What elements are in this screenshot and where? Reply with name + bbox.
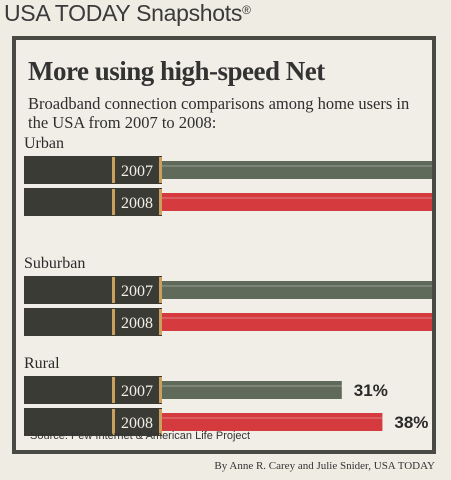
cable-2007-0 [24,156,116,184]
plug-2007-2 [112,376,162,404]
year-label-2008: 2008 [121,315,153,332]
cable-2008-1 [24,308,116,336]
plug-2007-0 [112,156,162,184]
plug-2007-1 [112,276,162,304]
cable-2007-1 [24,276,116,304]
group-label-suburban: Suburban [24,255,85,272]
plug-2008-2 [112,408,162,436]
plug-2008-0 [112,188,162,216]
bar-2007-urban [162,161,432,179]
registered-mark: ® [242,3,251,17]
masthead: USA TODAY Snapshots® [4,0,251,27]
bar-2008-rural [162,413,383,431]
plug-edge-left-2007-1 [112,277,115,303]
bar-highlight-2008-1 [162,317,432,319]
group-label-urban: Urban [24,135,64,152]
cable-2008-0 [24,188,116,216]
bar-highlight-2008-2 [162,417,383,419]
plug-edge-right-2008-0 [159,189,162,215]
cable-2008-2 [24,408,116,436]
value-label-2008-rural: 38% [394,413,428,432]
year-label-2007: 2007 [121,163,153,180]
chart-subtitle: Broadband connection comparisons among h… [28,94,410,132]
byline-credit: By Anne R. Carey and Julie Snider, USA T… [214,460,435,472]
chart-title: More using high-speed Net [28,56,325,86]
plug-edge-left-2008-1 [112,309,115,335]
bar-2008-suburban [162,313,432,331]
plug-edge-left-2007-0 [112,157,115,183]
plug-edge-left-2008-0 [112,189,115,215]
plug-edge-left-2008-2 [112,409,115,435]
snapshot-panel: More using high-speed Net Broadband conn… [12,36,436,454]
group-label-rural: Rural [24,355,60,372]
year-label-2008: 2008 [121,195,153,212]
cable-2007-2 [24,376,116,404]
source-note: Source: Pew Internet & American Life Pro… [30,430,251,442]
bar-highlight-2008-0 [162,197,432,199]
bar-2008-urban [162,193,432,211]
bar-highlight-2007-0 [162,165,432,167]
bar-highlight-2007-2 [162,385,342,387]
bar-chart: Urban200752%200857%Suburban200749%200860… [24,135,432,436]
year-label-2007: 2007 [121,383,153,400]
bar-2007-rural [162,381,342,399]
plug-edge-right-2007-2 [159,377,162,403]
value-label-2007-rural: 31% [354,381,388,400]
masthead-text: USA TODAY Snapshots [4,0,243,26]
year-label-2008: 2008 [121,415,153,432]
plug-edge-right-2008-1 [159,309,162,335]
plug-edge-right-2007-0 [159,157,162,183]
bar-highlight-2007-1 [162,285,432,287]
plug-edge-left-2007-2 [112,377,115,403]
bar-2007-suburban [162,281,432,299]
year-label-2007: 2007 [121,283,153,300]
plug-2008-1 [112,308,162,336]
plug-edge-right-2008-2 [159,409,162,435]
plug-edge-right-2007-1 [159,277,162,303]
